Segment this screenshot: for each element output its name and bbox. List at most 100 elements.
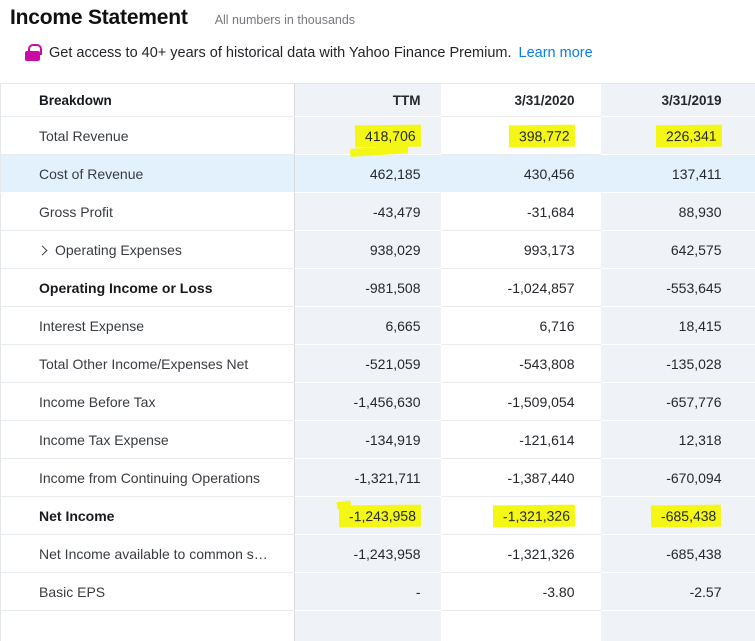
cell-value: - — [415, 583, 421, 600]
value-cell: 642,575 — [600, 230, 755, 269]
cell-value: -553,645 — [666, 279, 722, 296]
table-row: Net Income -1,243,958 -1,321,326 -685,438 — [0, 496, 755, 535]
table-row: Income Before Tax -1,456,630 -1,509,054 -65… — [0, 382, 755, 421]
cell-value: 12,318 — [678, 431, 722, 448]
value-cell: 226,341 — [600, 116, 755, 155]
cell-value: -1,321,326 — [492, 504, 575, 527]
cell-value: -1,024,857 — [507, 279, 575, 296]
value-cell: -1,024,857 — [440, 268, 601, 307]
value-cell: -121,614 — [440, 420, 601, 459]
cell-value: 6,665 — [385, 317, 421, 334]
cell-value: -670,094 — [666, 469, 722, 486]
cell-value: -1,243,958 — [353, 545, 421, 562]
cell-value: -1,243,958 — [338, 504, 421, 527]
cell-value: -31,684 — [527, 203, 575, 220]
cell-value: -981,508 — [365, 279, 421, 296]
cell-value: 88,930 — [678, 203, 722, 220]
value-cell: -1,387,440 — [440, 458, 601, 497]
value-cell: 418,706 — [294, 116, 441, 155]
value-cell: -1,321,326 — [440, 496, 601, 535]
cell-value: -1,321,711 — [354, 469, 421, 486]
value-cell: -1,456,630 — [294, 382, 441, 421]
table-row: Cost of Revenue 462,185 430,456 137,411 — [0, 154, 755, 193]
value-cell: -2.57 — [600, 572, 755, 611]
row-label-cell: Basic EPS — [0, 572, 295, 611]
value-cell: 12,318 — [600, 420, 755, 459]
cell-value: 137,411 — [671, 165, 722, 182]
cell-value: -1,456,630 — [353, 393, 421, 410]
row-label: Income from Continuing Operations — [39, 469, 260, 486]
cell-value: 398,772 — [508, 124, 575, 147]
row-label: Net Income — [39, 507, 115, 524]
value-cell: 6,716 — [440, 306, 601, 345]
page-header: Income Statement All numbers in thousand… — [0, 0, 755, 30]
value-cell — [600, 610, 755, 641]
table-row: Total Other Income/Expenses Net -521,059 -… — [0, 344, 755, 383]
value-cell: 462,185 — [294, 154, 441, 193]
row-label: Operating Income or Loss — [39, 279, 213, 296]
row-label-cell: Income from Continuing Operations — [0, 458, 295, 497]
value-cell: 6,665 — [294, 306, 441, 345]
row-label-cell: Interest Expense — [0, 306, 295, 345]
learn-more-link[interactable]: Learn more — [518, 44, 593, 61]
units-note: All numbers in thousands — [214, 13, 356, 27]
cell-value: 642,575 — [670, 241, 722, 258]
cell-value: -135,028 — [666, 355, 722, 372]
table-row: Net Income available to common s… -1,243,… — [0, 534, 755, 573]
row-label-cell[interactable]: Operating Expenses — [0, 230, 295, 269]
value-cell: 18,415 — [600, 306, 755, 345]
column-header-breakdown: Breakdown — [0, 83, 295, 117]
cell-value: -543,808 — [519, 355, 575, 372]
cell-value: -121,614 — [519, 431, 575, 448]
row-label: Cost of Revenue — [39, 165, 144, 182]
value-cell: -31,684 — [440, 192, 601, 231]
value-cell: 398,772 — [440, 116, 601, 155]
value-cell: -1,321,326 — [440, 534, 601, 573]
row-label: Total Revenue — [39, 127, 129, 144]
value-cell — [294, 610, 441, 641]
cell-value: 6,716 — [539, 317, 575, 334]
value-cell: -43,479 — [294, 192, 441, 231]
table-header-row: Breakdown TTM 3/31/2020 3/31/2019 — [0, 83, 755, 117]
premium-banner: Get access to 40+ years of historical da… — [25, 44, 755, 61]
table-row — [0, 610, 755, 641]
cell-value: -3.80 — [542, 583, 575, 600]
value-cell: -685,438 — [600, 496, 755, 535]
value-cell: -1,321,711 — [294, 458, 441, 497]
table-row: Operating Income or Loss -981,508 -1,024,8… — [0, 268, 755, 307]
value-cell: -657,776 — [600, 382, 755, 421]
cell-value: 226,341 — [655, 124, 722, 147]
column-header-2019: 3/31/2019 — [600, 83, 755, 117]
row-label-cell: Cost of Revenue — [0, 154, 295, 193]
value-cell: -3.80 — [440, 572, 601, 611]
table-row: Income from Continuing Operations -1,321,… — [0, 458, 755, 497]
cell-value: -2.57 — [689, 583, 722, 600]
value-cell: -135,028 — [600, 344, 755, 383]
value-cell: -670,094 — [600, 458, 755, 497]
column-header-ttm: TTM — [294, 83, 441, 117]
row-label: Gross Profit — [39, 203, 113, 220]
value-cell: -134,919 — [294, 420, 441, 459]
cell-value: -1,387,440 — [507, 469, 575, 486]
value-cell: - — [294, 572, 441, 611]
row-label-cell: Income Tax Expense — [0, 420, 295, 459]
table-row: Total Revenue 418,706 398,772 226,341 — [0, 116, 755, 155]
cell-value: -1,321,326 — [507, 545, 575, 562]
table-row: Interest Expense 6,665 6,716 18,415 — [0, 306, 755, 345]
row-label: Basic EPS — [39, 583, 106, 600]
row-label: Net Income available to common s… — [39, 545, 268, 562]
chevron-right-icon[interactable] — [37, 245, 48, 255]
value-cell: -543,808 — [440, 344, 601, 383]
cell-value: -1,509,054 — [507, 393, 575, 410]
row-label-cell: Gross Profit — [0, 192, 295, 231]
value-cell: 993,173 — [440, 230, 601, 269]
cell-value: -521,059 — [365, 355, 421, 372]
value-cell: 430,456 — [440, 154, 601, 193]
value-cell: -1,243,958 — [294, 534, 441, 573]
table-row: Income Tax Expense -134,919 -121,614 12,318 — [0, 420, 755, 459]
cell-value: -685,438 — [651, 504, 722, 527]
cell-value: 938,029 — [369, 241, 421, 258]
cell-value: 418,706 — [354, 124, 421, 147]
page-title: Income Statement — [10, 6, 188, 29]
